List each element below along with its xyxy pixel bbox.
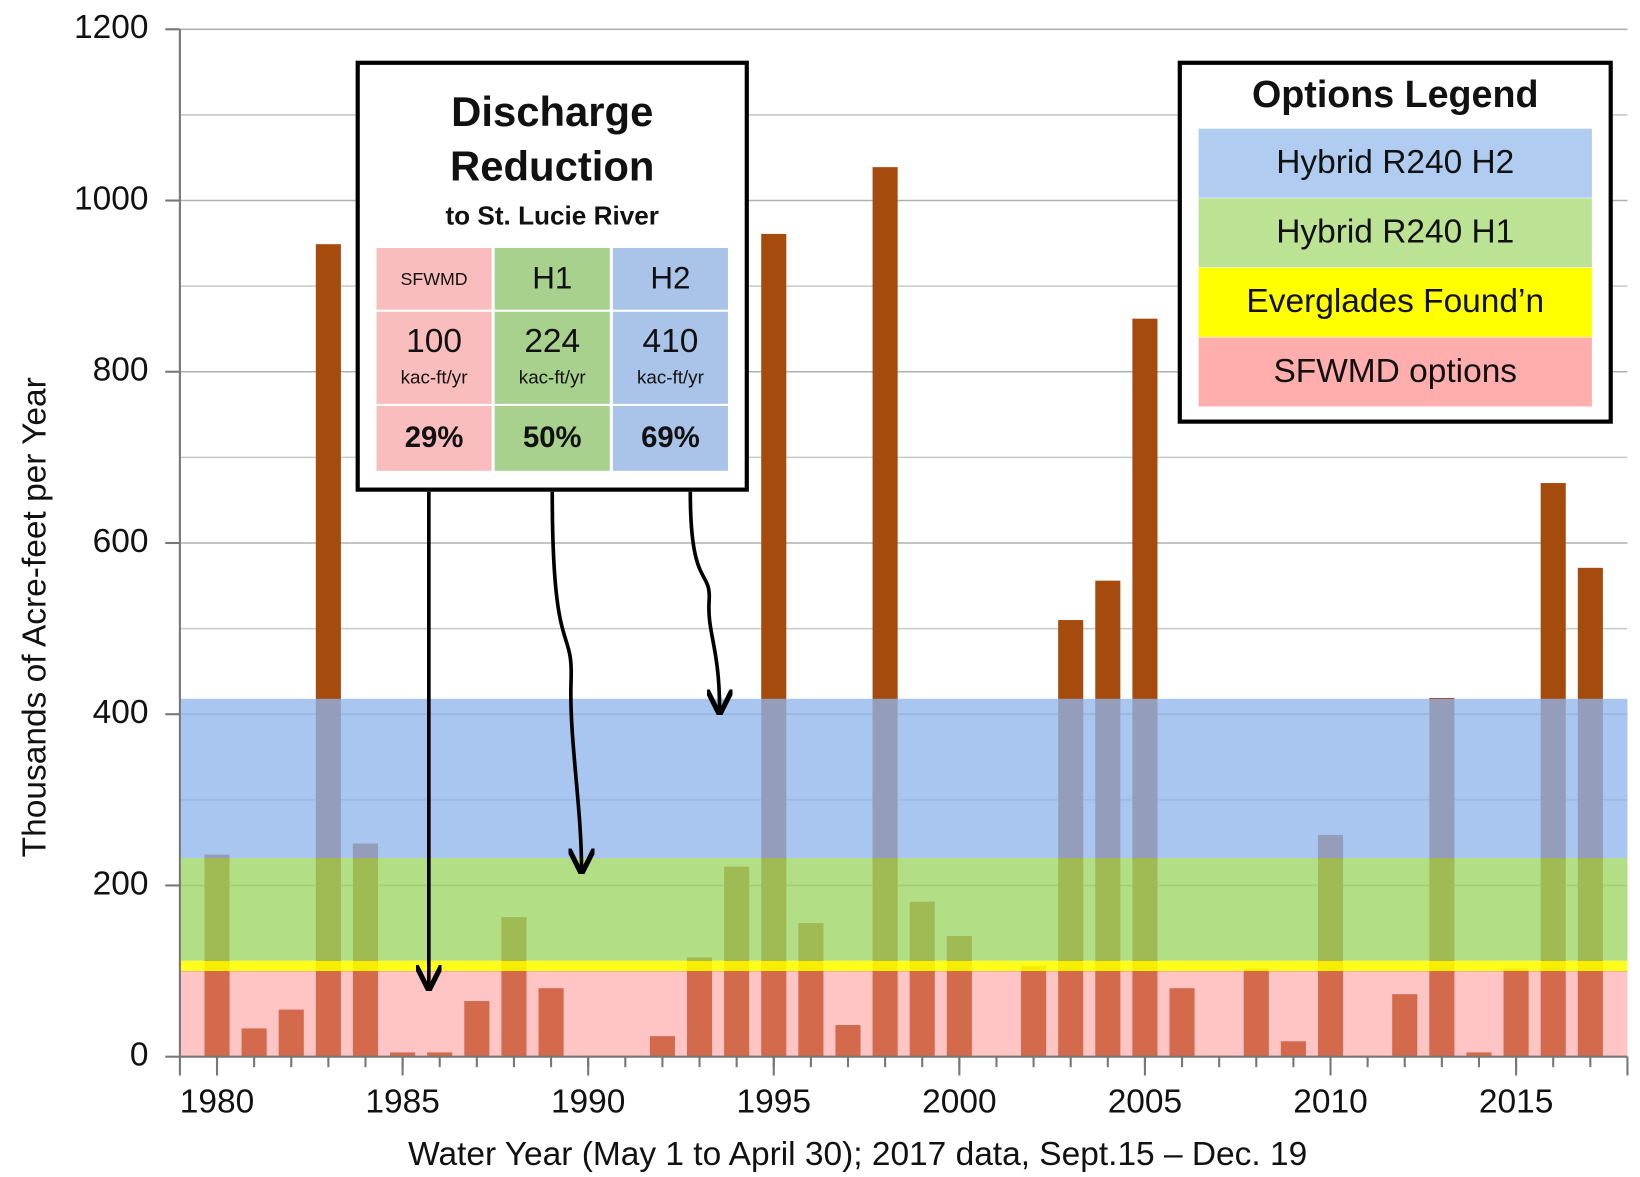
legend-swatch	[1198, 267, 1592, 337]
table-percent: 29%	[405, 421, 464, 454]
x-tick-label: 2010	[1293, 1084, 1367, 1121]
x-tick-label: 2000	[922, 1084, 996, 1121]
table-cell	[494, 311, 610, 404]
table-cell	[494, 405, 610, 471]
table-cell	[494, 247, 610, 310]
y-tick-label: 1000	[74, 180, 148, 217]
x-tick-label: 1980	[180, 1084, 254, 1121]
x-tick-label: 2015	[1479, 1084, 1553, 1121]
annotation-title: Discharge	[451, 88, 653, 135]
legend-title: Options Legend	[1252, 73, 1538, 115]
table-value: 410	[643, 323, 699, 360]
legend-label: Hybrid R240 H2	[1276, 144, 1514, 181]
legend-label: Hybrid R240 H1	[1276, 214, 1514, 251]
table-value: 224	[524, 323, 580, 360]
legend-label: SFWMD options	[1273, 353, 1517, 390]
table-unit: kac-ft/yr	[637, 367, 704, 388]
option-band	[179, 698, 1628, 859]
legend-label: Everglades Found’n	[1246, 283, 1544, 320]
option-band	[179, 858, 1628, 961]
x-tick-label: 1990	[551, 1084, 625, 1121]
legend-swatch	[1198, 198, 1592, 268]
table-cell	[376, 247, 492, 310]
table-percent: 50%	[523, 421, 582, 454]
y-tick-label: 0	[130, 1037, 149, 1074]
table-unit: kac-ft/yr	[519, 367, 586, 388]
x-axis-label: Water Year (May 1 to April 30); 2017 dat…	[408, 1136, 1307, 1173]
y-axis-label: Thousands of Acre-feet per Year	[16, 377, 53, 857]
table-header: H2	[650, 261, 690, 296]
y-tick-label: 400	[93, 694, 149, 731]
option-band	[179, 971, 1628, 1057]
annotation-subtitle: to St. Lucie River	[445, 201, 659, 231]
x-tick-label: 1985	[365, 1084, 439, 1121]
legend-swatch	[1198, 337, 1592, 407]
y-tick-label: 800	[93, 352, 149, 389]
table-cell	[612, 247, 728, 310]
option-band	[179, 960, 1628, 972]
table-cell	[612, 311, 728, 404]
annotation-title: Reduction	[450, 143, 654, 190]
y-tick-label: 200	[93, 865, 149, 902]
y-tick-label: 600	[93, 523, 149, 560]
table-cell	[612, 405, 728, 471]
table-percent: 69%	[641, 421, 700, 454]
annotation-arrow	[688, 491, 719, 710]
annotation-arrow	[550, 491, 581, 869]
table-cell	[376, 311, 492, 404]
table-value: 100	[406, 323, 462, 360]
table-header: SFWMD	[401, 269, 468, 289]
table-cell	[376, 405, 492, 471]
table-unit: kac-ft/yr	[401, 367, 468, 388]
legend-swatch	[1198, 128, 1592, 198]
table-header: H1	[532, 261, 572, 296]
x-tick-label: 1995	[737, 1084, 811, 1121]
y-tick-label: 1200	[74, 9, 148, 46]
x-tick-label: 2005	[1108, 1084, 1182, 1121]
